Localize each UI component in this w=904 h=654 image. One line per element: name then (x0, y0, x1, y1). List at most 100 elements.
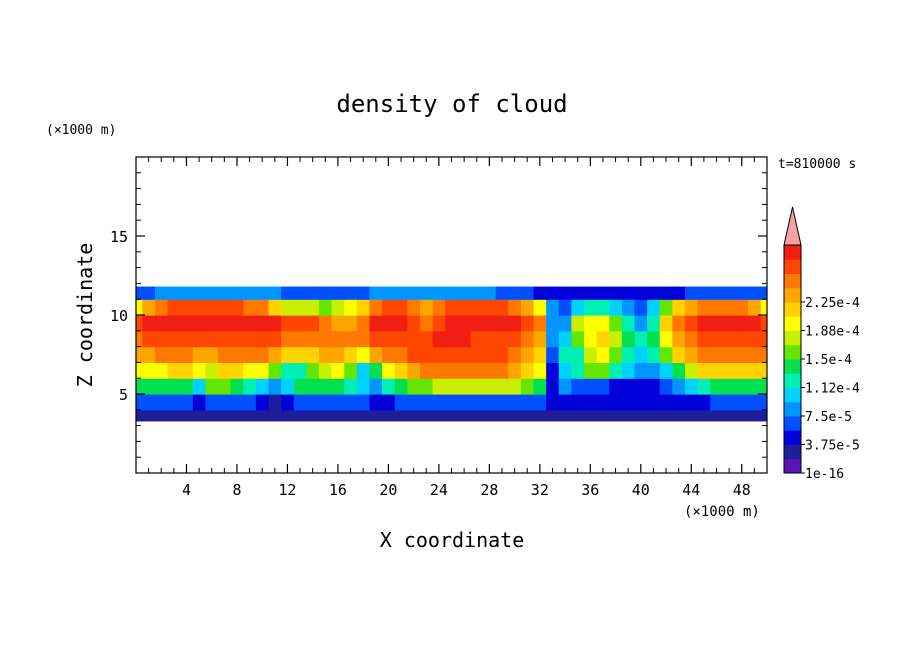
field-cell (495, 299, 509, 316)
field-cell (255, 394, 270, 411)
field-cell (394, 409, 408, 422)
field-cell (684, 299, 699, 316)
field-cell (293, 315, 307, 332)
y-axis: 5 10 15 (110, 172, 767, 458)
field-cell (419, 315, 434, 332)
field-cell (255, 315, 270, 332)
field-cell (369, 378, 383, 395)
field-cell (508, 286, 522, 300)
field-cell (609, 378, 623, 395)
field-cell (546, 362, 560, 379)
field-cell (281, 286, 295, 300)
field-cell (382, 299, 396, 316)
field-cell (609, 409, 623, 422)
field-cell (154, 286, 169, 300)
field-cell (382, 346, 396, 363)
field-cell (180, 362, 194, 379)
field-cell (243, 299, 257, 316)
field-cell (621, 409, 636, 422)
field-cell (230, 346, 244, 363)
field-cell (571, 315, 585, 332)
field-cell (369, 362, 383, 379)
field-cell (356, 346, 371, 363)
y-axis-label: Z coordinate (73, 243, 97, 388)
field-cell (445, 299, 459, 316)
field-cell (710, 299, 724, 316)
field-cell (419, 409, 434, 422)
field-cell (470, 330, 484, 348)
field-cell (142, 378, 156, 395)
field-cell (558, 394, 572, 411)
field-cell (735, 315, 749, 332)
field-cell (331, 409, 345, 422)
field-cell (710, 330, 724, 348)
field-cell (356, 409, 371, 422)
field-cell (647, 346, 661, 363)
x-tick-label: 48 (733, 481, 751, 499)
field-cell (470, 315, 484, 332)
colorbar-extend-arrow (783, 206, 802, 246)
field-cell (331, 299, 345, 316)
field-cell (356, 362, 371, 379)
x-tick-label: 40 (632, 481, 650, 499)
field-cell (621, 315, 636, 332)
field-cell (672, 286, 686, 300)
field-cell (470, 394, 484, 411)
field-cell (634, 315, 648, 332)
field-cell (419, 286, 434, 300)
field-cell (457, 346, 472, 363)
field-cell (735, 286, 749, 300)
colorbar-swatch (784, 330, 801, 346)
field-cell (205, 286, 219, 300)
field-cell (508, 394, 522, 411)
field-cell (546, 394, 560, 411)
field-cell (192, 378, 207, 395)
field-cell (281, 315, 295, 332)
field-cell (369, 330, 383, 348)
field-cell (748, 346, 762, 363)
field-cell (318, 315, 333, 332)
y-unit-label: (×1000 m) (46, 123, 116, 138)
field-cell (293, 330, 307, 348)
field-cell (520, 394, 535, 411)
field-cell (445, 362, 459, 379)
field-cell (596, 362, 610, 379)
field-cell (394, 299, 408, 316)
field-cell (621, 286, 636, 300)
field-cell (382, 315, 396, 332)
field-cell (445, 315, 459, 332)
field-cell (154, 394, 169, 411)
field-cell (483, 299, 497, 316)
field-cell (445, 286, 459, 300)
field-cell (218, 330, 232, 348)
field-cell (180, 409, 194, 422)
field-cell (243, 394, 257, 411)
field-cell (596, 299, 610, 316)
colorbar-swatch (784, 373, 801, 388)
field-cell (142, 330, 156, 348)
field-cell (697, 286, 711, 300)
field-cell (255, 286, 270, 300)
field-cell (722, 378, 737, 395)
field-cell (609, 330, 623, 348)
field-cell (230, 286, 244, 300)
x-tick-label: 36 (581, 481, 599, 499)
field-cell (306, 330, 320, 348)
field-cell (647, 315, 661, 332)
field-cell (584, 346, 598, 363)
field-cell (331, 330, 345, 348)
colorbar-swatch (784, 245, 801, 260)
colorbar-label: 1e-16 (805, 467, 844, 482)
field-cell (293, 286, 307, 300)
field-cell (508, 330, 522, 348)
field-cell (672, 362, 686, 379)
field-cell (495, 286, 509, 300)
field-cell (584, 362, 598, 379)
field-cell (748, 362, 762, 379)
field-cell (722, 330, 737, 348)
field-cell (609, 394, 623, 411)
field-cell (710, 315, 724, 332)
field-cell (584, 299, 598, 316)
field-cell (281, 299, 295, 316)
field-cell (218, 362, 232, 379)
